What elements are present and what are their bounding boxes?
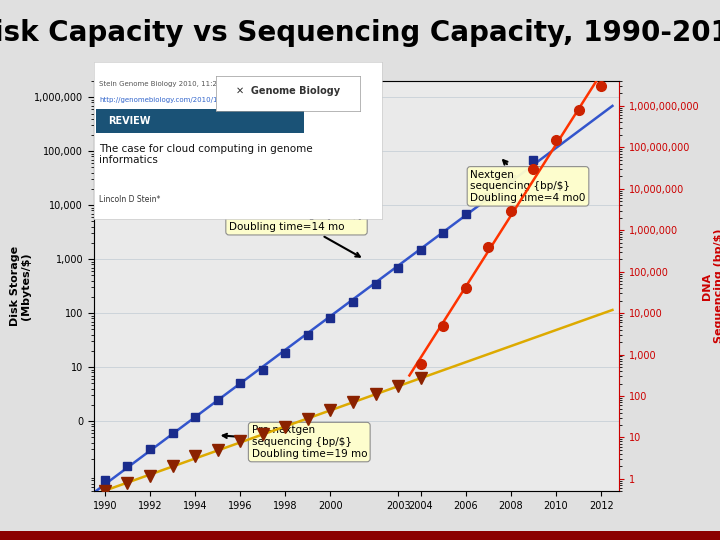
Text: Pre-nextgen
sequencing {bp/$}
Doubling time=19 mo: Pre-nextgen sequencing {bp/$} Doubling t… [222,426,367,458]
Text: The case for cloud computing in genome
informatics: The case for cloud computing in genome i… [99,144,313,165]
Text: Stein Genome Biology 2010, 11:207: Stein Genome Biology 2010, 11:207 [99,81,226,87]
Text: http://genomebiology.com/2010/11/5/207: http://genomebiology.com/2010/11/5/207 [99,97,245,103]
Y-axis label: Disk Storage
(Mbytes/$): Disk Storage (Mbytes/$) [9,246,31,326]
Y-axis label: DNA
Sequencing (bp/$): DNA Sequencing (bp/$) [702,229,720,343]
Text: Hard disk storage {MB/$}
Doubling time=14 mo: Hard disk storage {MB/$} Doubling time=1… [229,210,364,256]
Text: REVIEW: REVIEW [108,116,150,126]
FancyBboxPatch shape [96,109,304,132]
Text: ✕  Genome Biology: ✕ Genome Biology [236,86,340,97]
Text: Nextgen
sequencing {bp/$}
Doubling time=4 mo0: Nextgen sequencing {bp/$} Doubling time=… [470,160,585,203]
Text: Disk Capacity vs Sequencing Capacity, 1990-2012: Disk Capacity vs Sequencing Capacity, 19… [0,19,720,47]
Text: Lincoln D Stein*: Lincoln D Stein* [99,195,161,204]
